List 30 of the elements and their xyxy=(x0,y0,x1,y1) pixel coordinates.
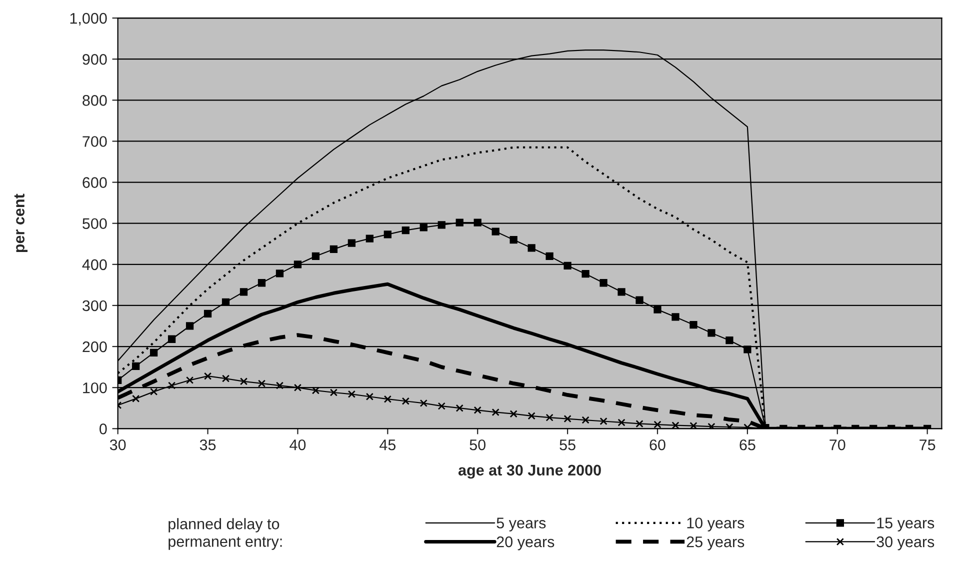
legend-label: 30 years xyxy=(876,536,934,550)
y-tick-label: 1,000 xyxy=(70,12,107,26)
x-tick-label: 35 xyxy=(200,439,216,450)
x-tick-label: 70 xyxy=(830,439,846,450)
legend-title: planned delay to permanent entry: xyxy=(168,518,282,550)
x-tick-label: 30 xyxy=(110,439,126,450)
legend-label: 25 years xyxy=(686,536,744,550)
y-tick-label: 700 xyxy=(82,136,107,147)
y-tick-label: 400 xyxy=(82,259,107,270)
y-tick-label: 600 xyxy=(82,177,107,188)
legend-label: 10 years xyxy=(687,518,744,532)
y-tick-label: 0 xyxy=(100,424,107,434)
legend-label: 5 years xyxy=(496,518,546,532)
y-tick-label: 300 xyxy=(82,300,107,312)
x-tick-label: 45 xyxy=(380,440,396,450)
y-tick-label: 900 xyxy=(82,54,107,65)
y-axis-title: per cent xyxy=(14,194,28,252)
x-tick-label: 50 xyxy=(470,439,486,450)
x-tick-label: 40 xyxy=(290,439,306,450)
legend-label: 20 years xyxy=(496,536,554,550)
x-tick-label: 60 xyxy=(650,439,666,450)
legend-label: 15 years xyxy=(877,518,934,532)
y-tick-label: 800 xyxy=(82,95,107,106)
y-tick-label: 200 xyxy=(82,341,107,352)
y-tick-label: 500 xyxy=(82,218,107,230)
x-tick-label: 65 xyxy=(740,439,756,450)
x-tick-label: 55 xyxy=(560,440,576,450)
x-axis-title: age at 30 June 2000 xyxy=(458,464,601,479)
x-tick-label: 75 xyxy=(920,440,936,450)
y-tick-label: 100 xyxy=(83,382,107,394)
